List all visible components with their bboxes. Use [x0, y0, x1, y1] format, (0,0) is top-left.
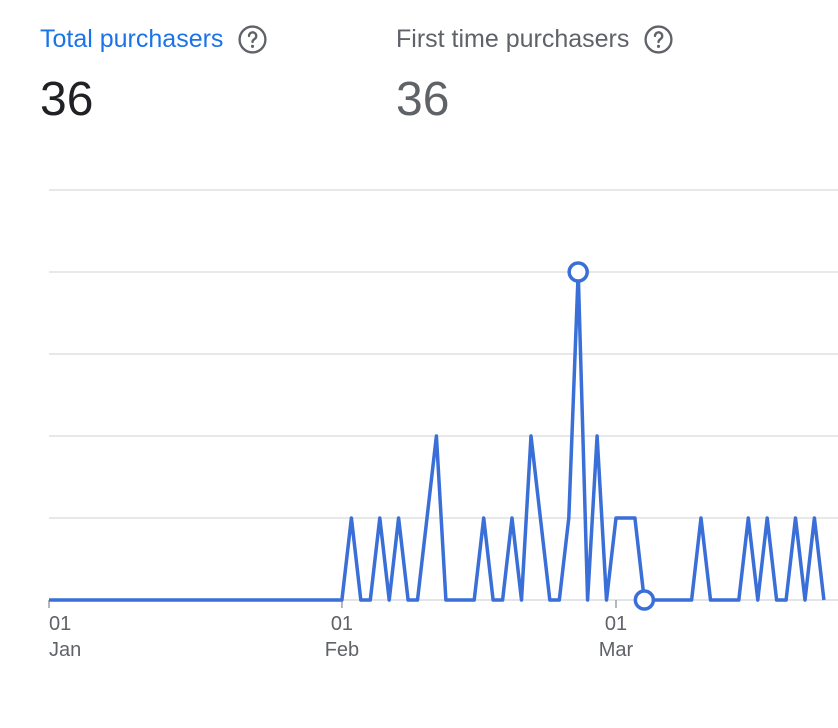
highlight-marker — [567, 261, 589, 283]
x-tick-label-day: 01 — [331, 613, 353, 635]
gridlines — [49, 189, 838, 519]
x-tick-label-day: 01 — [49, 613, 71, 635]
metric-value: 36 — [396, 73, 450, 126]
markers-layer — [567, 261, 656, 611]
metric-label: Total purchasers — [40, 25, 224, 53]
metric-total-purchasers[interactable]: Total purchasers 36 — [40, 22, 268, 130]
metric-value: 36 — [40, 73, 94, 126]
x-tick-label-month: Mar — [599, 639, 634, 661]
series-line — [49, 270, 826, 602]
highlight-marker — [633, 589, 656, 611]
x-tick-label-month: Feb — [325, 639, 359, 661]
x-tick-label-day: 01 — [605, 613, 627, 635]
x-axis: 01 Jan 01 Feb 01 Mar — [48, 599, 838, 661]
series-layer — [49, 270, 826, 602]
metric-label: First time purchasers — [396, 25, 630, 53]
help-circle-icon[interactable] — [643, 24, 674, 55]
x-tick-label-month: Jan — [49, 639, 81, 661]
metric-first-time-purchasers[interactable]: First time purchasers 36 — [396, 22, 674, 130]
help-circle-icon[interactable] — [237, 24, 268, 55]
